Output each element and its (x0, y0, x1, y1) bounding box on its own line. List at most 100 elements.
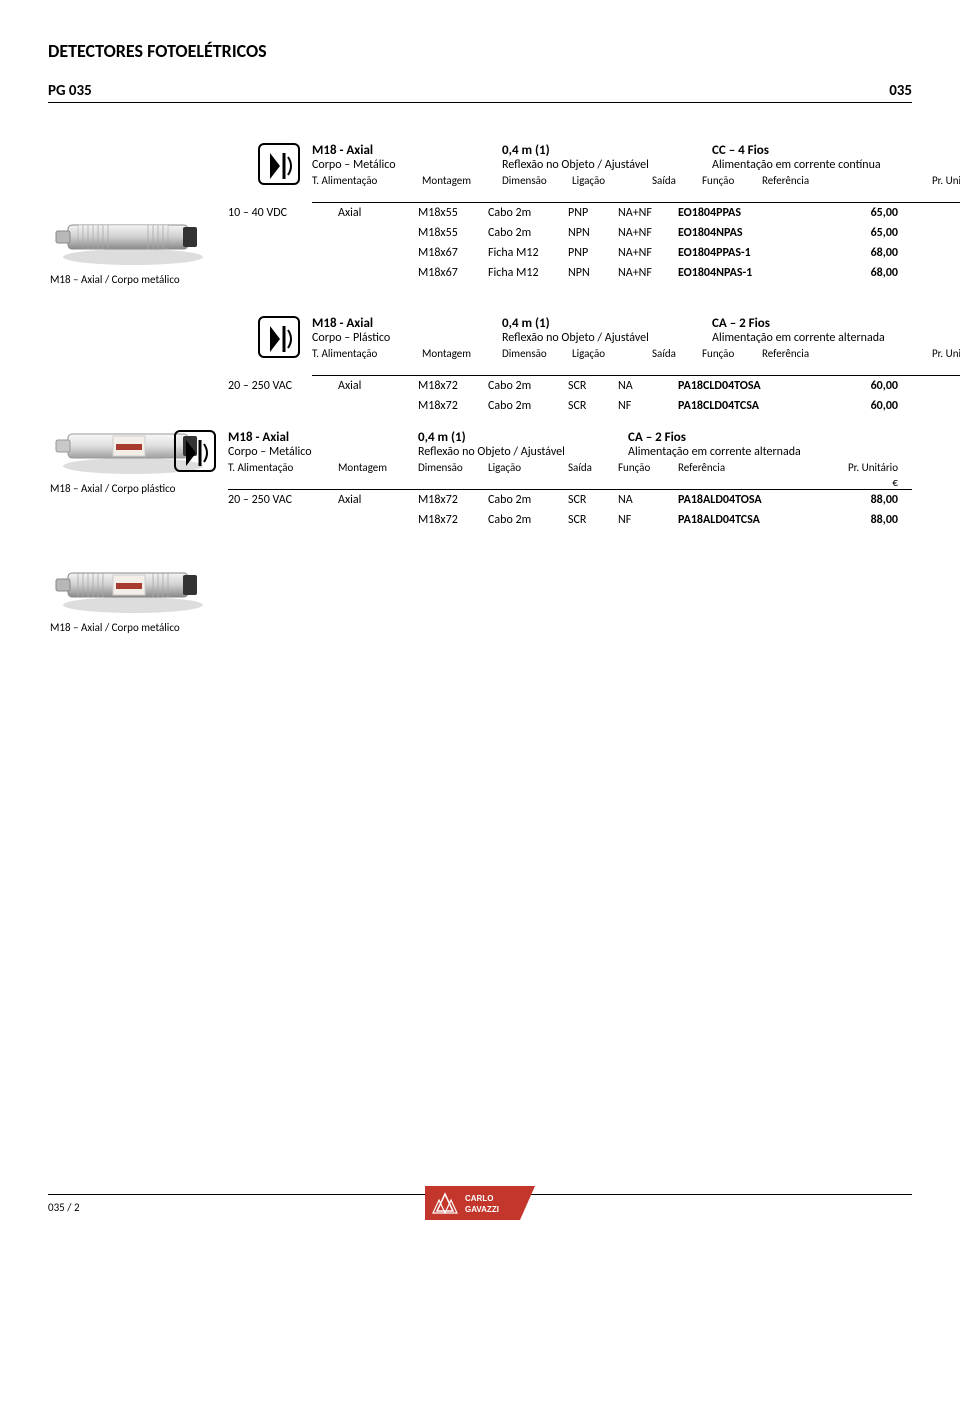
col-ligacao: Ligação (572, 347, 652, 360)
col-alimentacao: T. Alimentação (228, 461, 338, 474)
cell-funcao: NA+NF (618, 226, 678, 240)
euro-symbol: € (902, 362, 960, 375)
cell-referencia: EO1804NPAS (678, 226, 818, 240)
cell-saida: PNP (568, 246, 618, 260)
euro-symbol: € (902, 189, 960, 202)
col-dimensao: Dimensão (502, 174, 572, 187)
cell-preco: 65,00 (818, 206, 898, 220)
cell-funcao: NA (618, 493, 678, 507)
section1-power: CC – 4 Fios (712, 143, 960, 158)
cell-preco: 68,00 (818, 246, 898, 260)
section1-title: M18 - Axial (312, 143, 502, 158)
pg-code-right: 035 (889, 82, 912, 100)
col-preco: Pr. Unitário (902, 347, 960, 360)
sensor-type-icon (258, 316, 300, 358)
cell-referencia: PA18CLD04TOSA (678, 379, 818, 393)
page-footer: 035 / 2 CARLO GAVAZZI (48, 1194, 912, 1254)
section3-range: 0,4 m (1) (418, 430, 466, 445)
cell-preco: 60,00 (818, 399, 898, 413)
cell-preco: 88,00 (818, 513, 898, 527)
cell-alimentacao: 20 – 250 VAC (228, 379, 338, 393)
table-row: M18x67Ficha M12PNPNA+NFEO1804PPAS-168,00 (228, 243, 912, 263)
section3-title: M18 - Axial (228, 430, 418, 445)
table-row: 10 – 40 VDCAxialM18x55Cabo 2mPNPNA+NFEO1… (228, 203, 912, 223)
section3-power: CA – 2 Fios (628, 430, 912, 445)
page-title: DETECTORES FOTOELÉTRICOS (48, 40, 912, 62)
col-referencia: Referência (678, 461, 818, 474)
cell-funcao: NF (618, 513, 678, 527)
product-image-metallic: M18 – Axial / Corpo metálico (48, 203, 228, 286)
section2-body: Corpo – Plástico (312, 331, 502, 345)
cell-saida: SCR (568, 379, 618, 393)
cell-saida: SCR (568, 399, 618, 413)
euro-symbol: € (818, 476, 898, 489)
cell-dimensao: M18x72 (418, 493, 488, 507)
cell-funcao: NA+NF (618, 246, 678, 260)
table-row: M18x55Cabo 2mNPNNA+NFEO1804NPAS65,00 (228, 223, 912, 243)
cell-dimensao: M18x55 (418, 226, 488, 240)
section3-supply: Alimentação em corrente alternada (628, 445, 912, 459)
cell-ligacao: Ficha M12 (488, 246, 568, 260)
column-headers: T. Alimentação Montagem Dimensão Ligação… (228, 459, 912, 476)
section1-supply: Alimentação em corrente contínua (712, 158, 960, 172)
table-row: 20 – 250 VACAxialM18x72Cabo 2mSCRNAPA18A… (228, 490, 912, 510)
cell-saida: SCR (568, 493, 618, 507)
cell-saida: SCR (568, 513, 618, 527)
cell-preco: 60,00 (818, 379, 898, 393)
section2-power: CA – 2 Fios (712, 316, 960, 331)
col-montagem: Montagem (422, 347, 502, 360)
col-referencia: Referência (762, 347, 902, 360)
brand-logo: CARLO GAVAZZI (425, 1186, 535, 1225)
cell-funcao: NF (618, 399, 678, 413)
product-caption: M18 – Axial / Corpo metálico (50, 273, 228, 286)
cell-dimensao: M18x72 (418, 399, 488, 413)
col-saida: Saída (652, 174, 702, 187)
cell-preco: 88,00 (818, 493, 898, 507)
column-headers: T. Alimentação Montagem Dimensão Ligação… (312, 172, 960, 189)
section2-title: M18 - Axial (312, 316, 502, 331)
cell-montagem: Axial (338, 493, 418, 507)
cell-ligacao: Cabo 2m (488, 399, 568, 413)
cell-ligacao: Cabo 2m (488, 206, 568, 220)
column-headers: T. Alimentação Montagem Dimensão Ligação… (312, 345, 960, 362)
col-funcao: Função (618, 461, 678, 474)
cell-alimentacao: 10 – 40 VDC (228, 206, 338, 220)
cell-saida: PNP (568, 206, 618, 220)
col-preco: Pr. Unitário (818, 461, 898, 474)
cell-montagem: Axial (338, 206, 418, 220)
section1-rows: 10 – 40 VDCAxialM18x55Cabo 2mPNPNA+NFEO1… (228, 203, 912, 283)
col-saida: Saída (652, 347, 702, 360)
cell-funcao: NA+NF (618, 266, 678, 280)
section2-rows: 20 – 250 VACAxialM18x72Cabo 2mSCRNAPA18C… (228, 376, 912, 416)
table-row: M18x72Cabo 2mSCRNFPA18ALD04TCSA88,00 (228, 510, 912, 530)
col-montagem: Montagem (338, 461, 418, 474)
table-row: 20 – 250 VACAxialM18x72Cabo 2mSCRNAPA18C… (228, 376, 912, 396)
col-ligacao: Ligação (572, 174, 652, 187)
section3-mode: Reflexão no Objeto / Ajustável (418, 445, 628, 459)
col-montagem: Montagem (422, 174, 502, 187)
cell-dimensao: M18x67 (418, 266, 488, 280)
cell-dimensao: M18x55 (418, 206, 488, 220)
col-funcao: Função (702, 347, 762, 360)
sensor-type-icon (258, 143, 300, 185)
cell-preco: 65,00 (818, 226, 898, 240)
section3-rows: 20 – 250 VACAxialM18x72Cabo 2mSCRNAPA18A… (228, 490, 912, 530)
table-row: M18x72Cabo 2mSCRNFPA18CLD04TCSA60,00 (228, 396, 912, 416)
svg-text:GAVAZZI: GAVAZZI (465, 1205, 499, 1214)
cell-dimensao: M18x67 (418, 246, 488, 260)
section3-body: Corpo – Metálico (228, 445, 418, 459)
cell-alimentacao: 20 – 250 VAC (228, 493, 338, 507)
cell-ligacao: Cabo 2m (488, 379, 568, 393)
col-alimentacao: T. Alimentação (312, 174, 422, 187)
cell-dimensao: M18x72 (418, 379, 488, 393)
cell-saida: NPN (568, 226, 618, 240)
col-referencia: Referência (762, 174, 902, 187)
svg-text:CARLO: CARLO (465, 1194, 493, 1203)
section1-range: 0,4 m (1) (502, 143, 550, 158)
cell-dimensao: M18x72 (418, 513, 488, 527)
sensor-type-icon (174, 430, 216, 472)
cell-funcao: NA+NF (618, 206, 678, 220)
col-dimensao: Dimensão (418, 461, 488, 474)
pg-code-left: PG 035 (48, 82, 92, 100)
section1-body: Corpo – Metálico (312, 158, 502, 172)
